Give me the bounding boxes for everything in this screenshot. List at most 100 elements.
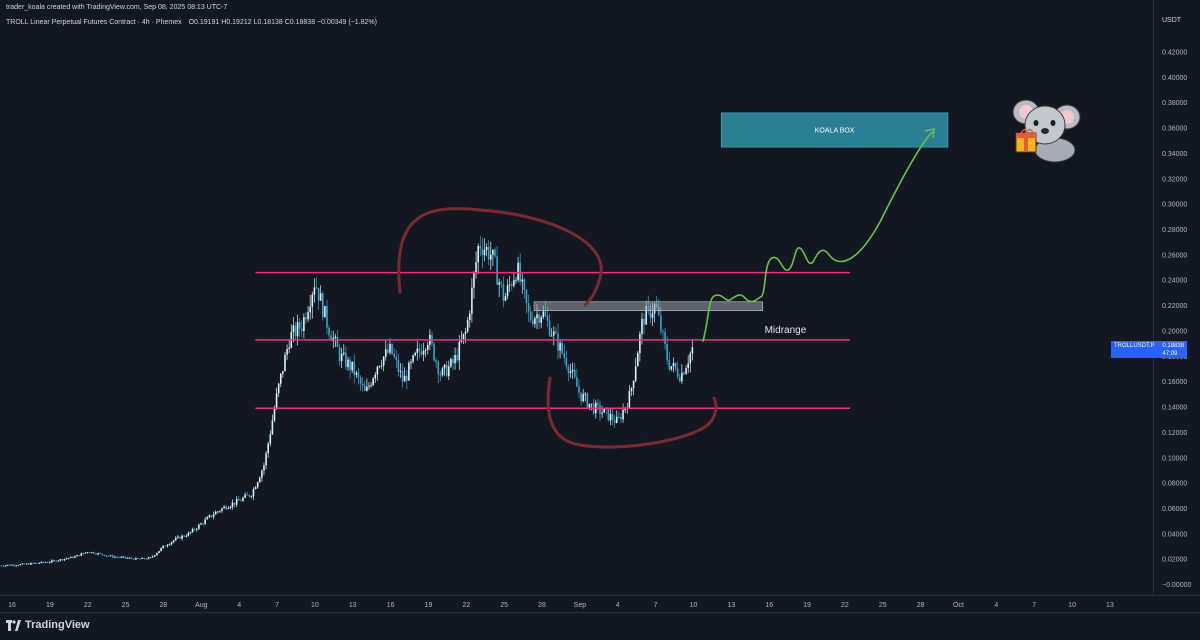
- time-tick-label: 4: [994, 602, 998, 609]
- candle-body: [513, 280, 515, 286]
- candle-body: [105, 555, 108, 557]
- candle-body: [416, 348, 419, 353]
- candle-body: [664, 331, 666, 345]
- price-tick-label: 0.24000: [1162, 278, 1187, 285]
- tradingview-brand: TradingView: [25, 619, 90, 631]
- candle-body: [687, 363, 689, 369]
- candle-body: [433, 343, 435, 361]
- candle-body: [336, 336, 339, 347]
- candle-body: [242, 497, 244, 501]
- price-tick-label: 0.32000: [1162, 176, 1187, 183]
- candle-body: [689, 353, 692, 364]
- candle-body: [63, 558, 66, 561]
- koala-box-zone[interactable]: [720, 112, 949, 148]
- candle-body: [452, 359, 454, 364]
- price-tick-label: 0.02000: [1162, 557, 1187, 564]
- candle-body: [615, 416, 618, 423]
- price-tag-countdown: 47:09: [1162, 351, 1178, 357]
- candle-body: [223, 506, 225, 509]
- candle-body: [597, 402, 599, 405]
- candle-body: [118, 557, 120, 558]
- candle-body: [376, 366, 379, 375]
- candle-body: [256, 482, 259, 488]
- candle-body: [508, 284, 511, 286]
- price-tag-symbol: TROLLUSDT.P: [1114, 343, 1155, 349]
- candle-body: [681, 372, 683, 382]
- candle-body: [552, 331, 555, 336]
- candle-body: [538, 314, 540, 323]
- candle-body: [660, 314, 662, 332]
- candle-body: [288, 347, 290, 349]
- candle-body: [588, 403, 591, 408]
- candle-body: [185, 535, 188, 537]
- candle-body: [500, 282, 503, 284]
- price-tick-label: 0.40000: [1162, 75, 1187, 82]
- candle-body: [611, 413, 614, 421]
- candle-body: [235, 499, 238, 505]
- last-price-tag: TROLLUSDT.P 0.18838 47:09: [1111, 341, 1188, 358]
- candle-body: [496, 256, 498, 285]
- candle-body: [450, 359, 452, 367]
- candle-body: [296, 322, 299, 337]
- candle-body: [128, 557, 131, 559]
- candle-body: [529, 311, 532, 321]
- candle-body: [662, 331, 664, 333]
- candle-body: [618, 416, 620, 418]
- candle-body: [124, 556, 127, 559]
- candle-body: [504, 296, 507, 301]
- ohlc-change: −0.00349 (−1.82%): [317, 19, 377, 26]
- candle-body: [177, 536, 179, 538]
- candle-body: [195, 528, 198, 530]
- candle-body: [107, 555, 110, 557]
- candle-body: [447, 366, 450, 377]
- candle-body: [620, 416, 622, 420]
- candle-body: [639, 333, 641, 354]
- candle-body: [51, 560, 53, 563]
- candle-body: [53, 560, 55, 562]
- candle-body: [573, 369, 576, 378]
- candle-body: [609, 413, 612, 421]
- time-tick-label: 22: [462, 602, 470, 609]
- candle-body: [13, 564, 15, 566]
- candle-body: [254, 487, 257, 490]
- candle-body: [657, 307, 660, 315]
- candle-body: [498, 282, 500, 285]
- candle-body: [487, 247, 490, 260]
- candle-body: [36, 562, 38, 564]
- candle-body: [441, 368, 444, 376]
- time-tick-label: Sep: [574, 602, 587, 609]
- candlestick-series: [0, 235, 694, 568]
- candle-body: [353, 361, 356, 375]
- candle-body: [172, 540, 175, 543]
- candle-body: [76, 555, 78, 557]
- candle-body: [683, 372, 685, 375]
- candle-body: [359, 377, 362, 384]
- time-tick-label: 13: [1106, 602, 1114, 609]
- resistance-zone[interactable]: [533, 301, 763, 311]
- time-tick-label: 25: [122, 602, 130, 609]
- time-tick-label: 7: [654, 602, 658, 609]
- candle-body: [555, 331, 557, 334]
- candle-body: [565, 357, 568, 367]
- candle-body: [74, 556, 76, 558]
- price-axis[interactable]: [1153, 0, 1200, 595]
- candle-body: [221, 508, 223, 511]
- candle-body: [586, 393, 589, 408]
- candle-body: [559, 342, 561, 351]
- chart-canvas[interactable]: Midrange KOALA BOX 0.42000 0.40000 0.38000…: [0, 0, 1200, 595]
- candle-body: [263, 465, 265, 471]
- candle-body: [99, 553, 101, 554]
- candle-body: [114, 556, 116, 558]
- candle-body: [111, 555, 114, 558]
- projection-line: [702, 131, 933, 342]
- time-axis[interactable]: 16 19 22 25 28 Aug 4 7 10 13 16 19 22 25 28 Sep 4 7 10 13 16…: [0, 595, 1200, 613]
- candle-body: [153, 555, 156, 557]
- candle-body: [382, 356, 385, 366]
- candle-body: [193, 528, 196, 530]
- candle-body: [351, 361, 353, 371]
- candle-body: [206, 517, 209, 520]
- candle-body: [412, 355, 414, 362]
- candle-body: [477, 245, 479, 263]
- candle-body: [86, 552, 89, 554]
- time-tick-label: 10: [1068, 602, 1076, 609]
